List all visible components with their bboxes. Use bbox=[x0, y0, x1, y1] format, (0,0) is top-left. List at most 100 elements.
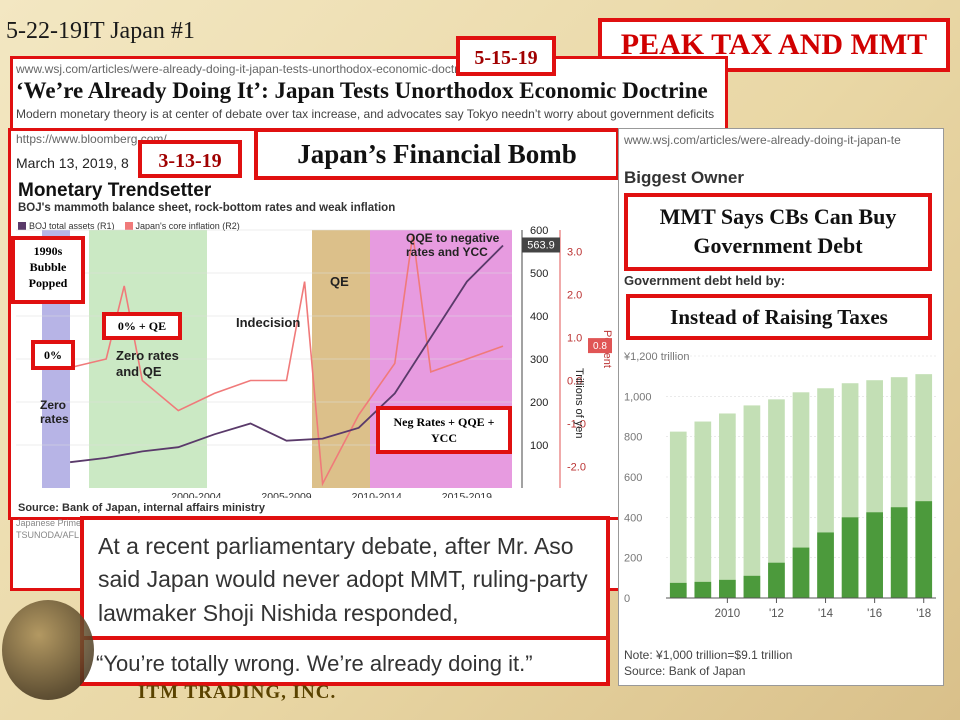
article-date-tag: 5-15-19 bbox=[456, 36, 556, 76]
bloomberg-date-tag: 3-13-19 bbox=[138, 140, 242, 178]
r1-tick-label: 300 bbox=[530, 354, 548, 366]
bar-total bbox=[743, 405, 761, 598]
r2-tick-label: 3.0 bbox=[567, 247, 582, 259]
debt-axes: 0 200 400 600 800 1,000 ¥1,200 trillion 2010 '12… bbox=[623, 351, 936, 620]
x-tick-label: 2010 bbox=[715, 608, 741, 620]
bar-boj bbox=[768, 562, 785, 598]
wsj-side-url: www.wsj.com/articles/were-already-doing-… bbox=[624, 133, 901, 147]
bar-boj bbox=[743, 575, 761, 598]
y-tick-label: 200 bbox=[624, 553, 642, 565]
x-tick-label: '14 bbox=[818, 608, 834, 620]
x-tick-label: '16 bbox=[867, 608, 882, 620]
x-tick-label: '18 bbox=[916, 608, 931, 620]
x-tick-label: 2015-2019 bbox=[442, 491, 492, 498]
bar-boj bbox=[817, 532, 834, 598]
bloomberg-url: https://www.bloomberg.com/... bbox=[16, 132, 177, 146]
y-tick-label: 800 bbox=[624, 432, 642, 444]
x-tick-label: 2000-2004 bbox=[171, 491, 221, 498]
quote-box: At a recent parliamentary debate, after … bbox=[80, 516, 610, 640]
callout-1990s: 1990s Bubble Popped bbox=[11, 236, 85, 304]
financial-bomb-box: Japan’s Financial Bomb bbox=[254, 128, 620, 180]
reply-box: “You’re totally wrong. We’re already doi… bbox=[80, 636, 610, 686]
r1-axis-title: Trillions of yen bbox=[573, 368, 585, 439]
r1-tick-label: 200 bbox=[530, 397, 548, 409]
debt-source: Source: Bank of Japan bbox=[624, 664, 746, 678]
callout-zero: 0% bbox=[31, 340, 75, 370]
x-tick-label: 2010-2014 bbox=[352, 491, 402, 498]
callout-zero-qe: 0% + QE bbox=[102, 312, 182, 340]
label-qqe-negative: QQE to negative rates and YCC bbox=[406, 231, 500, 259]
legend-inflation-swatch bbox=[124, 222, 133, 230]
callout-neg-rates: Neg Rates + QQE + YCC bbox=[376, 406, 512, 454]
bloomberg-axes: 100 200 300 400 500 600 -2.0 -1.0 0.0 1.0 2.0 3.0 Tr… bbox=[171, 225, 613, 498]
bar-boj bbox=[866, 512, 883, 598]
quote-text: At a recent parliamentary debate, after … bbox=[98, 533, 588, 626]
series-line-assets bbox=[69, 244, 504, 464]
end-value-badge bbox=[522, 237, 560, 253]
caption-1: Japanese Prime bbox=[16, 518, 82, 528]
financial-bomb-label: Japan’s Financial Bomb bbox=[297, 138, 577, 169]
label-indecision: Indecision bbox=[236, 315, 301, 330]
bloomberg-chart: 100 200 300 400 500 600 -2.0 -1.0 0.0 1.0 2.0 3.0 Tr… bbox=[16, 225, 613, 498]
debt-bar-chart: 0 200 400 600 800 1,000 ¥1,200 trillion 2010 '12… bbox=[623, 351, 936, 620]
bar-boj bbox=[792, 547, 810, 598]
bar-boj bbox=[890, 507, 908, 598]
mmt-label: MMT Says CBs Can Buy Government Debt bbox=[659, 204, 897, 258]
end-inflation-badge bbox=[588, 338, 612, 354]
chart-legend: BOJ total assets (R1) Japan's core infla… bbox=[18, 221, 240, 231]
legend-inflation: Japan's core inflation (R2) bbox=[124, 221, 240, 231]
peak-tax-label: PEAK TAX AND MMT bbox=[620, 28, 928, 61]
r2-tick-label: 0.0 bbox=[567, 376, 582, 388]
label-zero-rates-qe: Zero rates and QE bbox=[116, 348, 179, 379]
y-tick-label: 400 bbox=[624, 512, 642, 524]
debt-chart-label: Government debt held by: bbox=[624, 273, 786, 288]
reply-text: “You’re totally wrong. We’re already doi… bbox=[96, 651, 533, 676]
globe-logo-icon bbox=[2, 600, 94, 700]
article-dek: Modern monetary theory is at center of d… bbox=[16, 107, 715, 121]
debt-bars bbox=[669, 374, 933, 598]
y-tick-label: 600 bbox=[624, 472, 642, 484]
bar-boj bbox=[719, 579, 736, 598]
bar-boj bbox=[915, 501, 933, 598]
bar-total bbox=[669, 431, 687, 598]
bloomberg-dateline: March 13, 2019, 8 bbox=[16, 155, 129, 171]
r2-tick-label: 2.0 bbox=[567, 290, 582, 302]
bar-total bbox=[768, 399, 785, 598]
article-headline: ‘We’re Already Doing It’: Japan Tests Un… bbox=[16, 78, 708, 103]
bar-boj bbox=[694, 581, 712, 598]
label-zero-rates: Zero rates bbox=[40, 398, 69, 426]
x-tick-label: '12 bbox=[769, 608, 784, 620]
label-qe: QE bbox=[330, 274, 349, 289]
r2-tick-label: -1.0 bbox=[567, 419, 586, 431]
end-inflation-label: 0.8 bbox=[593, 341, 607, 352]
y-tick-label: 0 bbox=[624, 593, 630, 605]
slide-title: 5-22-19IT Japan #1 bbox=[6, 18, 195, 44]
r1-tick-label: 100 bbox=[530, 440, 548, 452]
mmt-box: MMT Says CBs Can Buy Government Debt bbox=[624, 193, 932, 271]
footer-brand: ITM TRADING, INC. bbox=[138, 682, 337, 703]
r1-tick-label: 400 bbox=[530, 311, 548, 323]
legend-assets-label: BOJ total assets (R1) bbox=[29, 221, 115, 231]
article-url: www.wsj.com/articles/were-already-doing-… bbox=[16, 62, 551, 76]
r1-tick-label: 500 bbox=[530, 268, 548, 280]
chart-title: Monetary Trendsetter bbox=[18, 180, 212, 201]
bar-total bbox=[694, 421, 712, 598]
bar-total bbox=[719, 413, 736, 598]
bar-boj bbox=[841, 517, 859, 598]
legend-inflation-label: Japan's core inflation (R2) bbox=[135, 221, 240, 231]
caption-2: TSUNODA/AFL bbox=[16, 530, 80, 540]
r1-tick-label: 600 bbox=[530, 225, 548, 237]
taxes-box: Instead of Raising Taxes bbox=[626, 294, 932, 340]
taxes-label: Instead of Raising Taxes bbox=[670, 304, 888, 329]
legend-assets-swatch bbox=[18, 222, 26, 230]
legend-assets: BOJ total assets (R1) bbox=[18, 221, 115, 231]
bloomberg-source: Source: Bank of Japan, internal affairs … bbox=[18, 502, 265, 514]
chart-subtitle: BOJ's mammoth balance sheet, rock-bottom… bbox=[18, 202, 396, 214]
y-tick-label: 1,000 bbox=[624, 391, 652, 403]
debt-note: Note: ¥1,000 trillion=$9.1 trillion bbox=[624, 648, 793, 662]
bar-boj bbox=[669, 582, 687, 598]
bar-total bbox=[792, 392, 810, 598]
wsj-side-heading: Biggest Owner bbox=[624, 168, 744, 187]
r2-tick-label: 1.0 bbox=[567, 333, 582, 345]
x-tick-label: 2005-2009 bbox=[261, 491, 311, 498]
